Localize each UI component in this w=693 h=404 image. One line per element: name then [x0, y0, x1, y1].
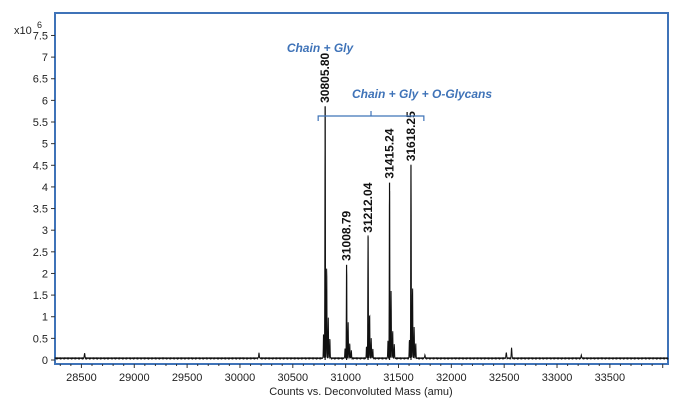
x-tick-label: 33000 [542, 372, 573, 384]
plot-frame [54, 12, 669, 365]
peak-labels: 30805.80 31008.79 31212.04 31415.24 31618.25 [318, 52, 418, 260]
y-scale-exponent: 6 [37, 20, 42, 30]
x-tick-label: 33500 [595, 372, 626, 384]
x-tick-label: 32000 [436, 372, 467, 384]
axes: 0 0.5 1 1.5 2 2.5 3 3.5 4 4.5 5 5.5 6 6.5 7 7.5 28500 290… [33, 30, 664, 384]
peak-label: 30805.80 [318, 52, 332, 102]
y-tick-label: 1.5 [33, 290, 48, 302]
peak-label: 31212.04 [361, 182, 375, 232]
y-tick-label: 7 [42, 52, 48, 64]
spectrum-line [54, 106, 669, 361]
peak-label: 31618.25 [404, 111, 418, 161]
x-tick-label: 29500 [172, 372, 203, 384]
x-axis-label: Counts vs. Deconvoluted Mass (amu) [269, 386, 452, 398]
y-tick-label: 4 [42, 182, 48, 194]
x-tick-label: 30000 [225, 372, 256, 384]
y-tick-label: 6.5 [33, 74, 48, 86]
y-tick-label: 2.5 [33, 247, 48, 259]
x-tick-label: 30500 [278, 372, 309, 384]
y-tick-label: 5 [42, 139, 48, 151]
peak-label: 31415.24 [383, 128, 397, 178]
y-tick-label: 3 [42, 225, 48, 237]
annotation-chain-gly-oglycans: Chain + Gly + O-Glycans [352, 87, 492, 101]
y-tick-label: 6 [42, 95, 48, 107]
y-tick-label: 4.5 [33, 160, 48, 172]
annotation-chain-gly: Chain + Gly [287, 41, 355, 55]
x-tick-label: 31500 [383, 372, 414, 384]
y-tick-label: 1 [42, 312, 48, 324]
peak-label: 31008.79 [340, 210, 354, 260]
annotations: Chain + Gly Chain + Gly + O-Glycans [287, 41, 492, 121]
y-tick-label: 2 [42, 268, 48, 280]
y-tick-label: 5.5 [33, 117, 48, 129]
y-tick-label: 0 [42, 355, 48, 367]
x-tick-label: 28500 [66, 372, 97, 384]
y-scale-label: x10 [14, 25, 32, 37]
y-tick-label: 7.5 [33, 30, 48, 42]
x-tick-label: 29000 [119, 372, 150, 384]
y-tick-label: 0.5 [33, 333, 48, 345]
x-tick-label: 31000 [330, 372, 361, 384]
spectrum-trace [54, 106, 669, 361]
y-tick-label: 3.5 [33, 204, 48, 216]
x-tick-label: 32500 [489, 372, 520, 384]
